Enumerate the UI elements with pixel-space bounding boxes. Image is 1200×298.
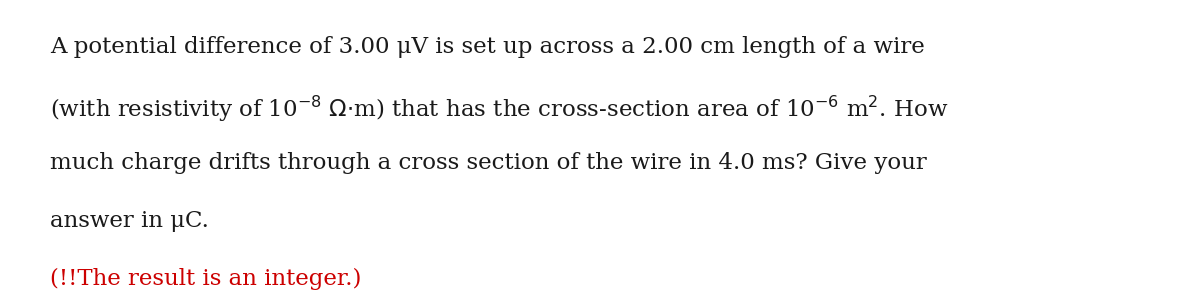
- Text: (!!The result is an integer.): (!!The result is an integer.): [50, 268, 361, 290]
- Text: much charge drifts through a cross section of the wire in 4.0 ms? Give your: much charge drifts through a cross secti…: [50, 152, 928, 174]
- Text: (with resistivity of 10$^{-8}$ $\Omega$$\cdot$m) that has the cross-section area: (with resistivity of 10$^{-8}$ $\Omega$$…: [50, 94, 949, 124]
- Text: answer in μC.: answer in μC.: [50, 210, 209, 232]
- Text: A potential difference of 3.00 μV is set up across a 2.00 cm length of a wire: A potential difference of 3.00 μV is set…: [50, 36, 925, 58]
